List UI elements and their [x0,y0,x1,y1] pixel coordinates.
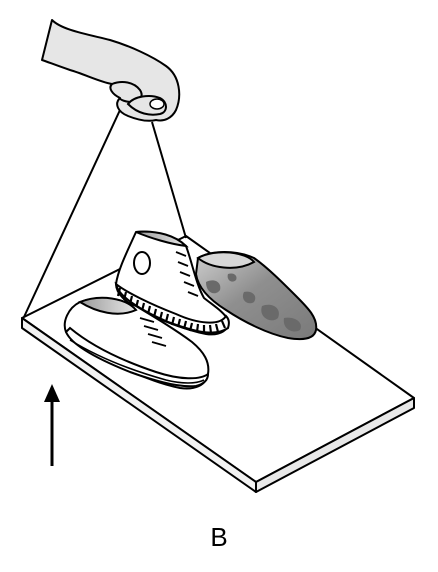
gray-shoe-body [195,251,318,340]
board [21,235,415,493]
high-top-laces [175,251,199,297]
gray-shoe-spot-5 [227,273,237,282]
gray-slip-on-shoe [195,251,318,340]
string-right [151,121,187,239]
low-shoe-opening [77,296,138,315]
up-arrow-icon [44,384,60,466]
suspension-strings [23,109,187,318]
low-shoe-sole-line [69,339,205,384]
string-left [23,109,121,318]
thumbnail [149,98,165,110]
gray-shoe-spot-2 [242,291,256,304]
high-top-sneaker [114,230,230,336]
gray-shoe-spot-1 [206,280,221,294]
gray-shoe-opening [196,251,256,269]
low-shoe-laces [139,317,167,347]
high-top-ankle-patch [133,251,151,275]
gray-shoe-spot-4 [283,317,301,332]
board-side-edge [255,397,415,493]
hand-icon [41,19,181,122]
low-white-shoe [63,296,210,390]
panel-label: B [210,522,228,552]
high-top-sneaker-opening [135,230,189,248]
gray-shoe-spot-3 [261,304,279,321]
low-shoe-sole [64,326,210,388]
high-top-sole-treads [116,287,227,334]
